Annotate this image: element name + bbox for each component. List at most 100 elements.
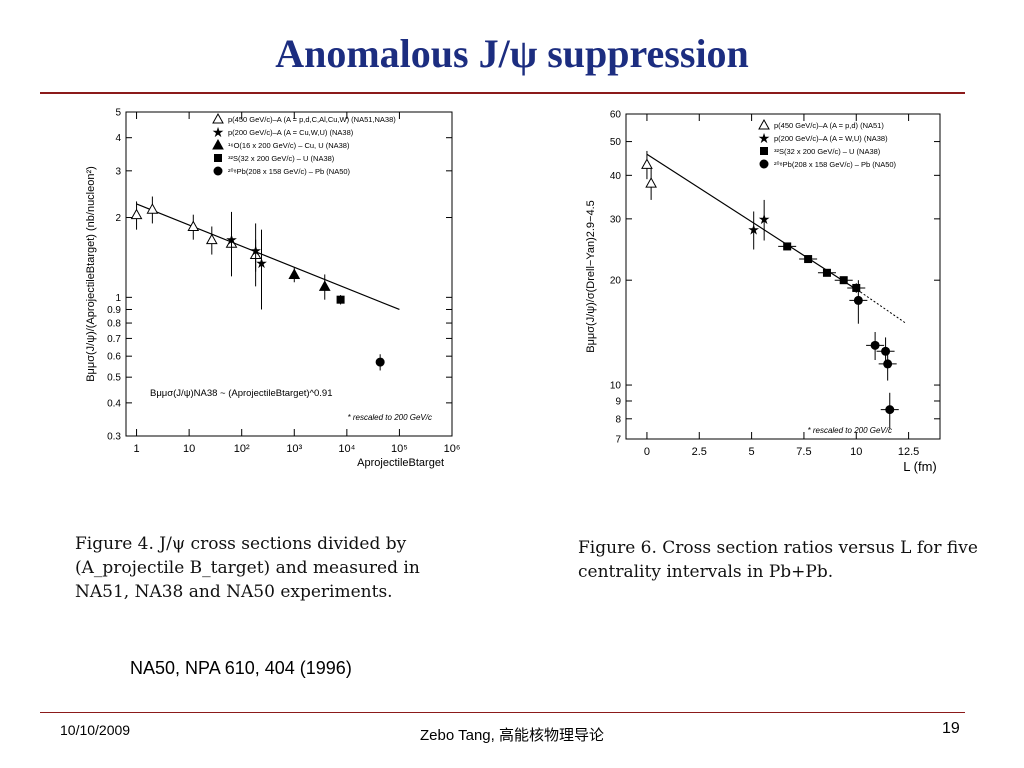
x-tick-label: 1 — [133, 443, 139, 455]
y-tick-label: 0.9 — [107, 305, 121, 316]
x-tick-label: 10² — [234, 443, 250, 455]
footer-date: 10/10/2009 — [60, 722, 131, 738]
legend-entry: ²⁰⁸Pb(208 x 158 GeV/c) – Pb (NA50) — [228, 167, 351, 176]
x-tick-label: 2.5 — [692, 446, 707, 458]
legend-marker — [760, 147, 768, 155]
figure-4-plot: 1 10 10² 10³ 10⁴ 10⁵ 10⁶ 0.3 0.4 0.5 0.6 0.7 0.8 0.9 1… — [80, 100, 460, 472]
data-point — [822, 268, 831, 277]
footer-divider — [40, 712, 965, 713]
data-point — [853, 295, 863, 305]
y-tick-label: 0.3 — [107, 432, 121, 443]
y-tick-label: 1 — [115, 293, 121, 304]
x-tick-label: 7.5 — [796, 446, 811, 458]
figure-6-chart: 0 2.5 5 7.5 10 12.5 7 8 9 10 20 30 40 50 60 L (fm) Bμμσ(… — [585, 110, 941, 474]
data-point — [336, 295, 345, 304]
y-tick-label: 60 — [610, 110, 622, 121]
legend-marker — [214, 154, 222, 162]
legend-entry: ¹⁶O(16 x 200 GeV/c) – Cu, U (NA38) — [228, 141, 350, 150]
data-point — [852, 283, 861, 292]
data-point: ★ — [255, 255, 268, 271]
rescale-note: * rescaled to 200 GeV/c — [808, 426, 893, 435]
y-tick-label: 7 — [615, 435, 621, 446]
data-point: ★ — [225, 232, 238, 248]
data-point — [146, 203, 159, 214]
y-tick-label: 0.5 — [107, 373, 121, 384]
data-point — [318, 280, 331, 291]
plot-frame — [125, 111, 453, 437]
data-point — [804, 255, 813, 264]
legend-entry: p(200 GeV/c)–A (A = Cu,W,U) (NA38) — [228, 128, 354, 137]
fit-line — [136, 203, 400, 311]
figure-4-chart: 1 10 10² 10³ 10⁴ 10⁵ 10⁶0.30.40.50.60.70.80.91… — [85, 108, 460, 470]
data-point — [885, 405, 895, 415]
legend-entry: p(200 GeV/c)–A (A = W,U) (NA38) — [774, 134, 888, 143]
title-divider — [40, 92, 965, 94]
x-tick-label: 12.5 — [898, 446, 919, 458]
y-tick-label: 5 — [115, 108, 121, 119]
rescale-note: * rescaled to 200 GeV/c — [348, 413, 433, 422]
legend-entry: p(450 GeV/c)–A (A = p,d,C,Al,Cu,W) (NA51… — [228, 115, 396, 124]
x-tick-label: 10³ — [286, 443, 302, 455]
data-point — [783, 242, 792, 251]
data-point: ★ — [758, 211, 771, 227]
x-axis-label: L (fm) — [903, 459, 936, 474]
data-point: ★ — [747, 221, 760, 237]
x-tick-label: 0 — [644, 446, 650, 458]
plot-frame — [625, 113, 941, 440]
legend-marker — [758, 118, 770, 130]
y-tick-label: 0.7 — [107, 334, 121, 345]
legend-marker — [212, 112, 224, 124]
fit-label: Bμμσ(J/ψ)NA38 ~ (AprojectileBtarget)^0.9… — [150, 388, 333, 399]
x-tick-label: 10⁶ — [444, 443, 460, 455]
footer-author-course: Zebo Tang, 高能核物理导论 — [420, 727, 604, 744]
legend-entry: ²⁰⁸Pb(208 x 158 GeV/c) – Pb (NA50) — [774, 160, 897, 169]
y-tick-label: 0.8 — [107, 319, 121, 330]
data-point — [641, 158, 653, 169]
x-tick-label: 5 — [749, 446, 755, 458]
data-point — [130, 208, 143, 220]
figure-6-plot: 0 2.5 5 7.5 10 12.5 7 8 9 10 20 30 40 50 60 L (fm) Bμμσ(… — [578, 106, 953, 484]
data-point — [870, 340, 880, 350]
y-tick-label: 2 — [115, 213, 121, 224]
legend-marker — [213, 166, 223, 176]
y-tick-label: 8 — [615, 414, 621, 425]
figure-6-caption: Figure 6. Cross section ratios versus L … — [578, 538, 978, 582]
legend-entry: ³²S(32 x 200 GeV/c) – U (NA38) — [228, 154, 335, 163]
y-tick-label: 3 — [115, 166, 121, 177]
extrapolation-line — [860, 291, 907, 325]
y-tick-label: 4 — [115, 133, 121, 144]
reference-citation: NA50, NPA 610, 404 (1996) — [130, 658, 352, 678]
y-tick-label: 9 — [615, 396, 621, 407]
data-point — [883, 359, 893, 369]
x-axis-label: AprojectileBtarget — [357, 457, 444, 469]
y-tick-label: 20 — [610, 276, 622, 287]
y-tick-label: 30 — [610, 214, 622, 225]
y-axis-label: Bμμσ(J/ψ)/(AprojectileBtarget) (nb/nucle… — [85, 166, 97, 382]
data-point — [375, 357, 385, 367]
x-tick-label: 10 — [850, 446, 862, 458]
y-axis-label: Bμμσ(J/ψ)/σ(Drell−Yan)2.9−4.5 — [585, 200, 597, 353]
x-tick-label: 10⁵ — [391, 443, 408, 455]
legend-entry: ³²S(32 x 200 GeV/c) – U (NA38) — [774, 147, 881, 156]
data-point — [205, 233, 218, 245]
y-tick-label: 0.6 — [107, 352, 121, 363]
data-point — [881, 346, 891, 356]
legend-marker — [759, 159, 769, 169]
data-point — [288, 268, 301, 279]
data-point — [187, 220, 200, 232]
legend-marker — [212, 138, 224, 150]
data-point: ★ — [249, 243, 262, 259]
y-tick-label: 40 — [610, 171, 622, 182]
slide-title: Anomalous J/ψ suppression — [275, 31, 749, 76]
legend-marker: ★ — [758, 130, 771, 146]
y-tick-label: 50 — [610, 137, 622, 148]
x-tick-label: 10⁴ — [338, 443, 355, 455]
legend-marker: ★ — [212, 124, 225, 140]
data-point — [645, 177, 657, 188]
page-number: 19 — [942, 720, 960, 737]
y-tick-label: 0.4 — [107, 398, 121, 409]
x-tick-label: 10 — [183, 443, 195, 455]
figure-4-caption: Figure 4. J/ψ cross sections divided by … — [75, 534, 420, 602]
y-tick-label: 10 — [610, 381, 622, 392]
legend-entry: p(450 GeV/c)–A (A = p,d) (NA51) — [774, 121, 884, 130]
